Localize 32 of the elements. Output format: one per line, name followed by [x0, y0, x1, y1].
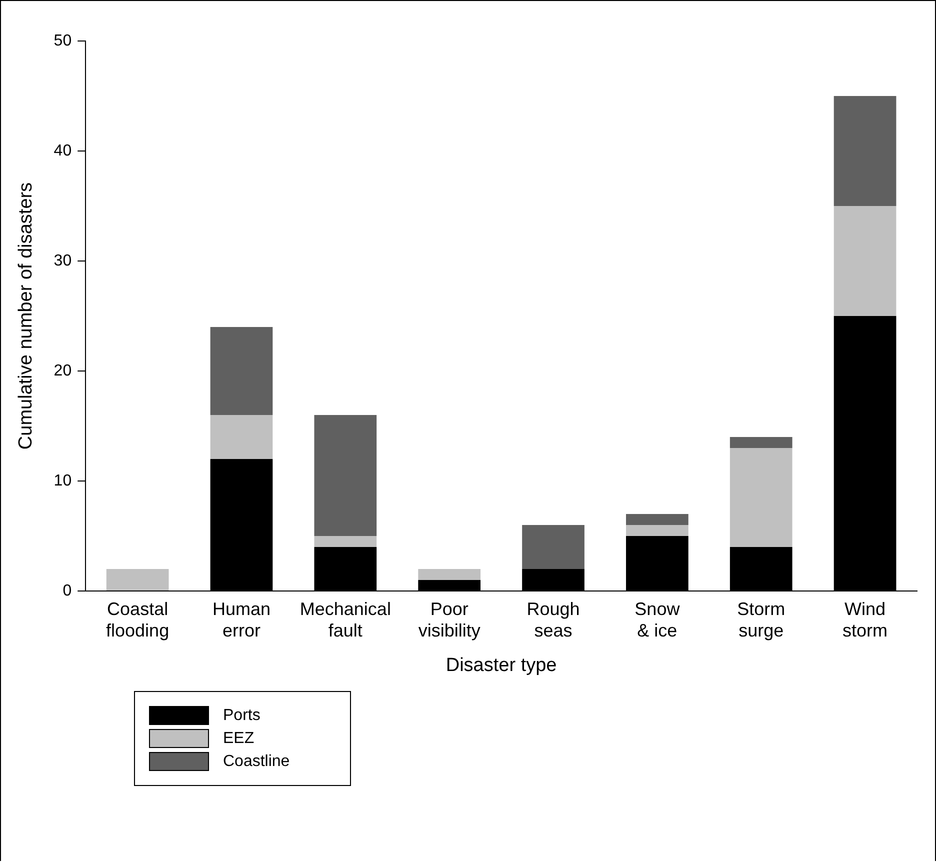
- x-tick-label: Rough seas: [526, 598, 580, 640]
- x-tick-label: Human error: [212, 598, 270, 640]
- bar: [834, 206, 896, 316]
- y-tick-label: 40: [54, 142, 72, 160]
- bar: [106, 569, 169, 590]
- y-tick-label: 30: [54, 252, 72, 270]
- y-tick-label: 50: [54, 32, 72, 50]
- bar: [522, 525, 584, 569]
- x-tick-label: Snow & ice: [634, 598, 681, 640]
- x-tick-label: Poor visibility: [418, 598, 480, 640]
- bar: [834, 96, 896, 206]
- x-tick-label: Wind storm: [842, 598, 888, 640]
- legend-label: Coastline: [223, 752, 290, 770]
- bar: [314, 536, 377, 547]
- bar: [210, 415, 273, 459]
- y-tick-label: 10: [54, 472, 72, 490]
- y-axis-title: Cumulative number of disasters: [16, 182, 37, 450]
- bar: [730, 437, 792, 448]
- bar: [418, 569, 481, 580]
- x-axis-title: Disaster type: [446, 654, 557, 676]
- bar: [626, 525, 688, 536]
- x-tick-label: Mechanical fault: [300, 598, 391, 640]
- legend-label: Ports: [223, 706, 260, 724]
- x-tick-label: Storm surge: [737, 598, 786, 640]
- y-tick-label: 20: [54, 362, 72, 380]
- bar: [626, 514, 688, 525]
- y-tick-label: 0: [62, 582, 72, 600]
- bar: [210, 327, 273, 415]
- bar: [314, 415, 377, 536]
- legend-label: EEZ: [223, 730, 254, 748]
- x-tick-label: Coastal flooding: [106, 598, 170, 640]
- bar: [730, 448, 792, 547]
